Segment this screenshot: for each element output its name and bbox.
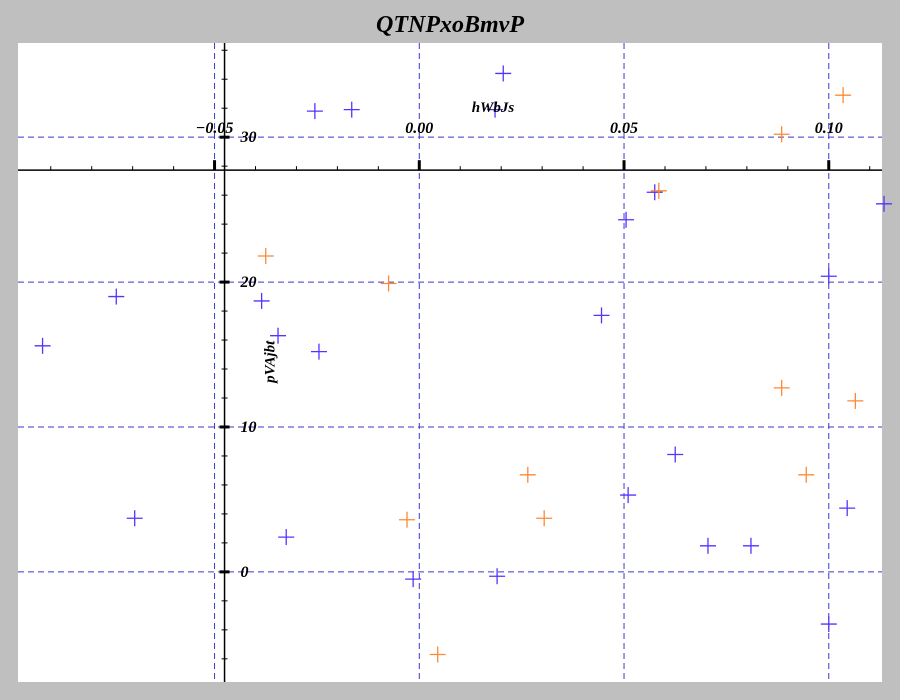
blue-point xyxy=(489,568,506,585)
x-tick-label: 0.10 xyxy=(815,120,843,137)
orange-point xyxy=(536,510,553,527)
blue-point xyxy=(646,184,663,201)
orange-point xyxy=(798,466,815,483)
blue-point xyxy=(306,103,323,120)
y-tick-label: 10 xyxy=(241,419,257,436)
x-tick-label: 0.00 xyxy=(405,120,433,137)
blue-point xyxy=(34,337,51,354)
x-tick-label: −0.05 xyxy=(196,120,234,137)
orange-point xyxy=(847,392,864,409)
data-points xyxy=(34,65,893,663)
x-axis-label: hWbJs xyxy=(472,100,515,116)
blue-point xyxy=(405,571,422,588)
tick-labels: −0.05 0.00 0.05 0.10 0 10 20 30 hWbJs pVAjbt xyxy=(196,100,843,581)
y-axis-label: pVAjbt xyxy=(263,340,279,385)
y-tick-label: 0 xyxy=(241,564,249,581)
blue-point xyxy=(593,307,610,324)
orange-point xyxy=(835,87,852,104)
blue-point xyxy=(278,529,295,546)
blue-point xyxy=(820,616,837,633)
blue-point xyxy=(839,500,856,517)
blue-point xyxy=(310,343,327,360)
orange-point xyxy=(399,511,416,528)
plot-area xyxy=(18,43,882,682)
blue-point xyxy=(253,292,270,309)
blue-point xyxy=(876,195,893,212)
blue-point xyxy=(667,446,684,463)
y-tick-label: 20 xyxy=(240,274,257,291)
blue-point xyxy=(742,537,759,554)
gridlines xyxy=(18,43,882,682)
blue-point xyxy=(699,537,716,554)
blue-point xyxy=(343,101,360,118)
blue-point xyxy=(495,65,512,82)
blue-point xyxy=(618,211,635,228)
orange-point xyxy=(773,126,790,143)
blue-point xyxy=(620,487,637,504)
blue-point xyxy=(270,327,287,344)
blue-point xyxy=(820,268,837,285)
orange-point xyxy=(650,182,667,199)
orange-point xyxy=(257,248,274,264)
orange-point xyxy=(429,646,446,663)
blue-point xyxy=(126,510,143,527)
x-tick-label: 0.05 xyxy=(610,120,638,137)
orange-point xyxy=(380,275,397,292)
orange-point xyxy=(773,379,790,396)
axes xyxy=(18,43,882,682)
chart-title: QTNPxoBmvP xyxy=(376,12,524,38)
blue-point xyxy=(108,288,125,305)
y-tick-label: 30 xyxy=(240,129,257,146)
blue-point xyxy=(487,101,504,118)
orange-point xyxy=(519,466,536,483)
